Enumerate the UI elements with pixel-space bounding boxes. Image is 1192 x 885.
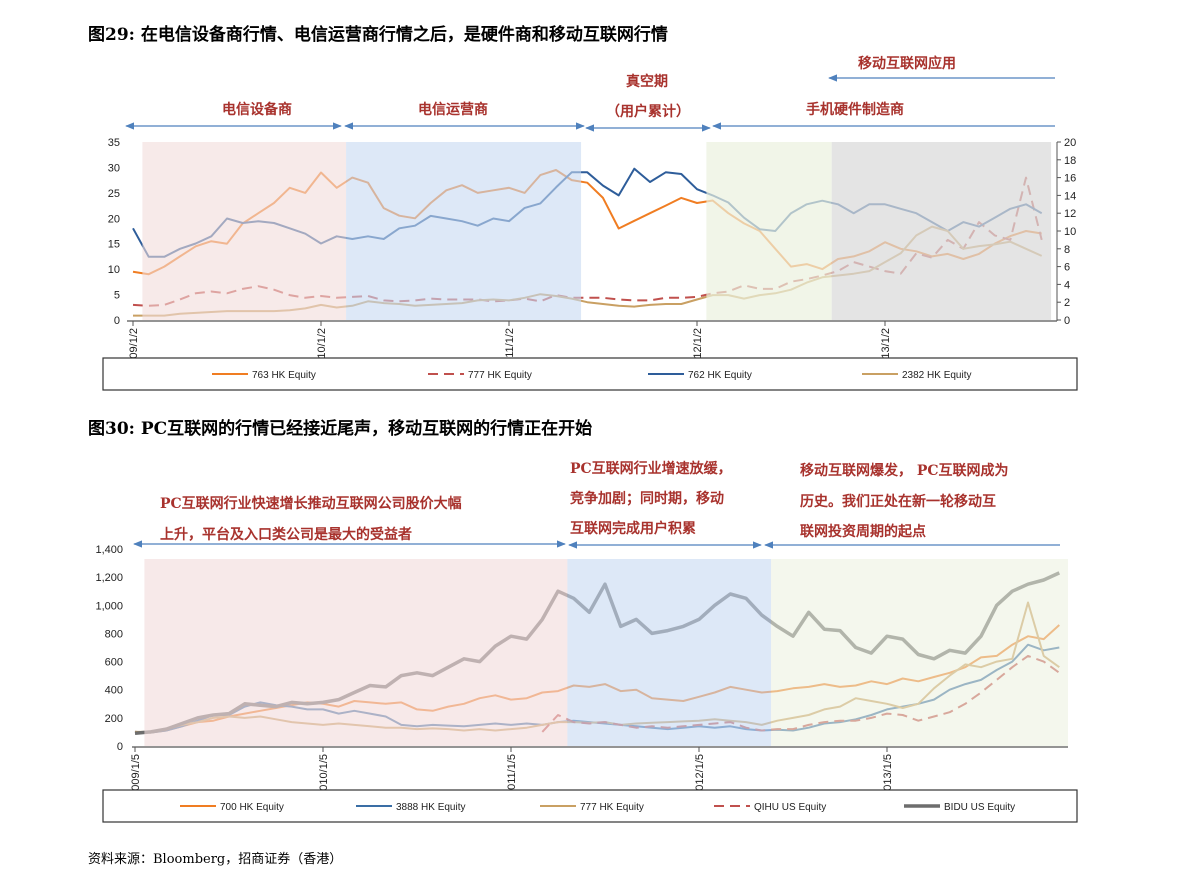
phase-label-vacuum: 真空期 bbox=[626, 74, 668, 90]
y-tick-label: 10 bbox=[108, 264, 120, 276]
y-tick-label: 600 bbox=[105, 657, 123, 669]
right-y-tick-label: 18 bbox=[1064, 155, 1076, 167]
right-y-tick-label: 4 bbox=[1064, 279, 1070, 291]
note-block3-line3: 联网投资周期的起点 bbox=[800, 524, 926, 540]
note-block1-line1: PC互联网行业快速增长推动互联网公司股价大幅 bbox=[160, 496, 462, 512]
legend bbox=[102, 357, 1078, 391]
y-tick-label: 1,200 bbox=[95, 572, 123, 584]
y-tick-label: 0 bbox=[117, 741, 123, 753]
phase-label-vacuum-sub: （用户累计） bbox=[606, 104, 690, 120]
legend-label: 700 HK Equity bbox=[220, 802, 284, 813]
note-block3-line1: 移动互联网爆发， PC互联网成为 bbox=[800, 463, 1009, 479]
right-y-tick-label: 2 bbox=[1064, 297, 1070, 309]
chart-1: 0 200 400 600 800 1,000 1,200 1,400 2009/1/5 2010… bbox=[95, 544, 1078, 823]
x-tick-label: 2012/1/5 bbox=[694, 754, 706, 797]
y-tick-label: 35 bbox=[108, 137, 120, 149]
y-tick-label: 30 bbox=[108, 162, 120, 174]
note-block2-line1: PC互联网行业增速放缓， bbox=[570, 461, 732, 477]
y-tick-label: 1,400 bbox=[95, 544, 123, 556]
y-tick-label: 400 bbox=[105, 685, 123, 697]
y-tick-label: 200 bbox=[105, 713, 123, 725]
right-y-tick-label: 0 bbox=[1064, 315, 1070, 327]
x-tick-label: 2011/1/5 bbox=[506, 754, 518, 796]
x-tick-label: 2013/1/5 bbox=[882, 754, 894, 797]
legend-label: 763 HK Equity bbox=[252, 370, 316, 381]
phase-label-mobile-apps: 移动互联网应用 bbox=[858, 56, 956, 72]
right-y-tick-label: 14 bbox=[1064, 190, 1076, 202]
right-y-tick-label: 10 bbox=[1064, 226, 1076, 238]
right-y-tick-label: 8 bbox=[1064, 244, 1070, 256]
right-y-tick-label: 16 bbox=[1064, 173, 1076, 185]
phase-label-telecom-operators: 电信运营商 bbox=[418, 102, 488, 118]
shaded-period-0 bbox=[144, 559, 568, 746]
phase-label-handset-makers: 手机硬件制造商 bbox=[806, 102, 904, 118]
figure-30-title: 图30: PC互联网的行情已经接近尾声，移动互联网的行情正在开始 bbox=[88, 419, 593, 439]
y-tick-label: 5 bbox=[114, 290, 120, 302]
note-block3-line2: 历史。我们正处在新一轮移动互 bbox=[800, 494, 996, 510]
y-tick-label: 0 bbox=[114, 315, 120, 327]
right-y-tick-label: 12 bbox=[1064, 208, 1076, 220]
y-tick-label: 20 bbox=[108, 213, 120, 225]
right-y-tick-label: 20 bbox=[1064, 137, 1076, 149]
y-tick-label: 15 bbox=[108, 239, 120, 251]
shaded-period-0 bbox=[142, 142, 347, 320]
x-tick-label: 2009/1/5 bbox=[130, 754, 142, 797]
y-tick-label: 800 bbox=[105, 628, 123, 640]
shaded-period-3 bbox=[706, 142, 832, 320]
source-note: 资料来源：Bloomberg，招商证券（香港） bbox=[88, 852, 343, 867]
shaded-period-4 bbox=[831, 142, 1052, 320]
legend-label: QIHU US Equity bbox=[754, 802, 826, 813]
legend-label: 3888 HK Equity bbox=[396, 802, 466, 813]
y-tick-label: 25 bbox=[108, 188, 120, 200]
legend-label: 777 HK Equity bbox=[468, 370, 532, 381]
shaded-period-1 bbox=[567, 559, 772, 746]
shaded-period-2 bbox=[771, 559, 1068, 746]
shaded-period-1 bbox=[346, 142, 582, 320]
x-tick-label: 2010/1/5 bbox=[318, 754, 330, 797]
note-block2-line2: 竞争加剧；同时期，移动 bbox=[570, 491, 724, 507]
right-y-tick-label: 6 bbox=[1064, 262, 1070, 274]
note-block1-line2: 上升，平台及入口类公司是最大的受益者 bbox=[160, 527, 412, 543]
phase-label-telecom-equipment: 电信设备商 bbox=[222, 102, 292, 118]
figure-29-title: 图29: 在电信设备商行情、电信运营商行情之后，是硬件商和移动互联网行情 bbox=[88, 25, 668, 45]
legend-label: 2382 HK Equity bbox=[902, 370, 972, 381]
y-tick-label: 1,000 bbox=[95, 600, 123, 612]
legend-label: 762 HK Equity bbox=[688, 370, 752, 381]
legend-label: BIDU US Equity bbox=[944, 802, 1015, 813]
legend-label: 777 HK Equity bbox=[580, 802, 644, 813]
note-block2-line3: 互联网完成用户积累 bbox=[570, 521, 696, 537]
